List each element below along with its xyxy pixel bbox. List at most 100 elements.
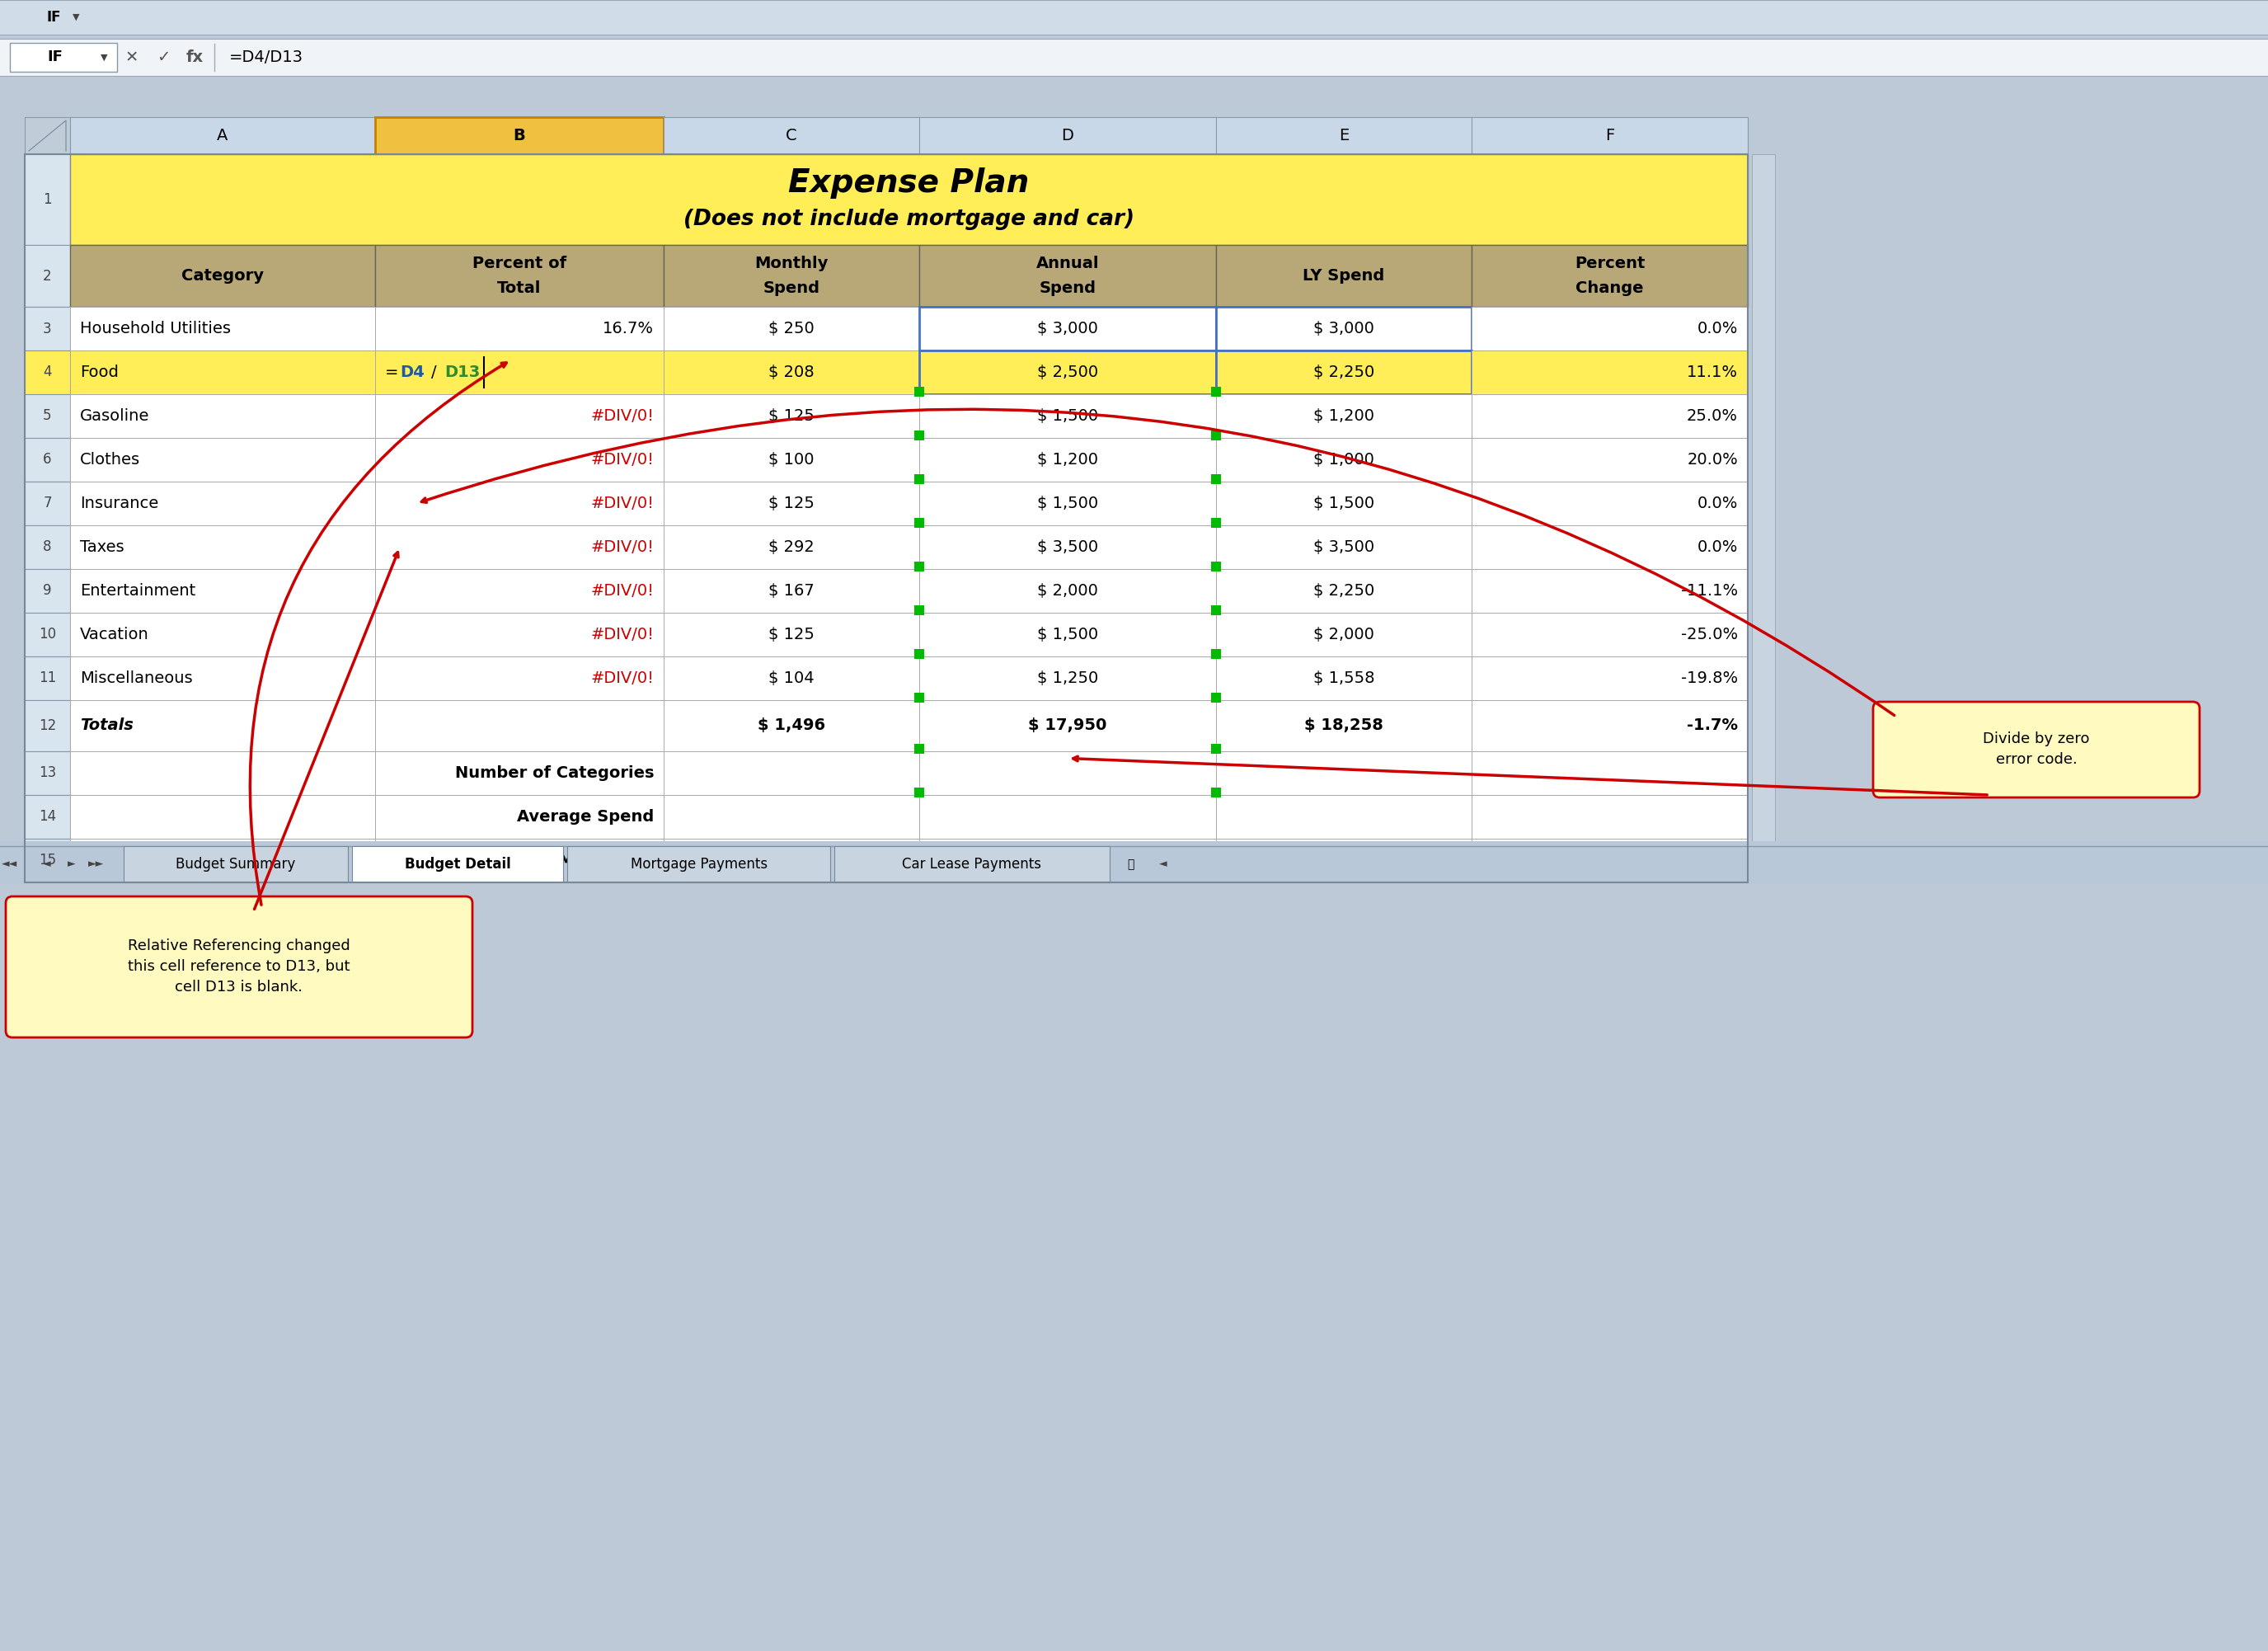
- Bar: [1211, 386, 1220, 396]
- Bar: [1216, 657, 1472, 700]
- Text: $ 292: $ 292: [769, 540, 814, 555]
- Bar: [665, 613, 919, 657]
- Bar: [70, 154, 1749, 244]
- Bar: [1216, 839, 1472, 882]
- Text: 8: 8: [43, 540, 52, 555]
- Bar: [70, 117, 374, 154]
- Bar: [70, 350, 374, 395]
- Text: $ 125: $ 125: [769, 408, 814, 424]
- Text: Mortgage Payments: Mortgage Payments: [631, 857, 767, 872]
- Text: 9: 9: [43, 583, 52, 598]
- Bar: [374, 613, 665, 657]
- FancyBboxPatch shape: [7, 896, 472, 1037]
- Bar: [919, 657, 1216, 700]
- Text: #DIV/0!: #DIV/0!: [590, 627, 653, 642]
- Bar: [1472, 307, 1749, 350]
- Text: #DIV/0!: #DIV/0!: [590, 540, 653, 555]
- Bar: [665, 117, 919, 154]
- Bar: [374, 244, 665, 307]
- Bar: [25, 839, 70, 882]
- Bar: [1211, 606, 1220, 616]
- Text: $ 2,000: $ 2,000: [1313, 627, 1374, 642]
- Bar: [914, 474, 923, 484]
- Bar: [70, 525, 374, 570]
- Text: Percent of: Percent of: [472, 256, 567, 271]
- Bar: [665, 657, 919, 700]
- Bar: [665, 350, 919, 395]
- Text: /: /: [431, 365, 438, 380]
- Text: ►►: ►►: [88, 859, 104, 870]
- Bar: [374, 657, 665, 700]
- Bar: [835, 845, 1109, 882]
- Bar: [1211, 474, 1220, 484]
- Text: $ 3,500: $ 3,500: [1313, 540, 1374, 555]
- Bar: [70, 307, 374, 350]
- Bar: [25, 154, 1749, 882]
- Text: =: =: [386, 365, 399, 380]
- Bar: [1216, 751, 1472, 796]
- Text: Monthly: Monthly: [755, 256, 828, 271]
- Bar: [70, 244, 374, 307]
- Bar: [665, 482, 919, 525]
- Text: #DIV/0!: #DIV/0!: [590, 452, 653, 467]
- Text: ✓: ✓: [156, 50, 170, 64]
- Text: -25.0%: -25.0%: [1681, 627, 1737, 642]
- Text: $ 18,258: $ 18,258: [1304, 718, 1383, 733]
- Bar: [919, 117, 1216, 154]
- Bar: [919, 700, 1216, 751]
- Bar: [914, 561, 923, 571]
- Text: Gasoline: Gasoline: [79, 408, 150, 424]
- Bar: [665, 395, 919, 438]
- Text: 15: 15: [39, 854, 57, 868]
- Text: 📋: 📋: [1127, 859, 1134, 870]
- Text: F: F: [1606, 127, 1615, 144]
- Text: #DIV/0!: #DIV/0!: [590, 408, 653, 424]
- Bar: [665, 525, 919, 570]
- Text: ◄: ◄: [43, 859, 50, 870]
- Text: $ 1,250: $ 1,250: [1036, 670, 1098, 687]
- Bar: [374, 751, 665, 796]
- Text: 20.0%: 20.0%: [1687, 452, 1737, 467]
- Text: $ 17,950: $ 17,950: [1027, 718, 1107, 733]
- Bar: [1472, 395, 1749, 438]
- Text: (Does not include mortgage and car): (Does not include mortgage and car): [683, 208, 1134, 229]
- Bar: [1216, 570, 1472, 613]
- Bar: [1751, 154, 1776, 882]
- Bar: [1211, 561, 1220, 571]
- Bar: [374, 117, 665, 154]
- Bar: [1472, 350, 1749, 395]
- Bar: [914, 431, 923, 441]
- Text: Clothes: Clothes: [79, 452, 141, 467]
- Text: 12: 12: [39, 718, 57, 733]
- Bar: [1216, 700, 1472, 751]
- Bar: [919, 525, 1216, 570]
- Bar: [1472, 438, 1749, 482]
- Bar: [374, 307, 665, 350]
- Text: Relative Referencing changed
this cell reference to D13, but
cell D13 is blank.: Relative Referencing changed this cell r…: [127, 939, 349, 996]
- Text: ✕: ✕: [125, 50, 138, 64]
- Bar: [919, 796, 1216, 839]
- Text: D: D: [1061, 127, 1073, 144]
- Bar: [1472, 657, 1749, 700]
- Text: $ 2,250: $ 2,250: [1313, 365, 1374, 380]
- Bar: [1216, 482, 1472, 525]
- Text: Insurance: Insurance: [79, 495, 159, 512]
- Bar: [25, 657, 70, 700]
- Text: $ 1,200: $ 1,200: [1313, 408, 1374, 424]
- Text: D13: D13: [445, 365, 481, 380]
- Text: Miscellaneous: Miscellaneous: [79, 670, 193, 687]
- Bar: [352, 845, 562, 882]
- Bar: [919, 244, 1216, 307]
- Text: Food: Food: [79, 365, 118, 380]
- Bar: [1216, 796, 1472, 839]
- Text: $ 208: $ 208: [769, 365, 814, 380]
- Bar: [1472, 525, 1749, 570]
- Text: 14: 14: [39, 809, 57, 824]
- Bar: [25, 154, 70, 244]
- Bar: [70, 839, 374, 882]
- Bar: [374, 482, 665, 525]
- Text: 16.7%: 16.7%: [603, 320, 653, 337]
- Text: $ 1,500: $ 1,500: [1036, 495, 1098, 512]
- Bar: [0, 840, 2268, 883]
- Bar: [919, 751, 1216, 796]
